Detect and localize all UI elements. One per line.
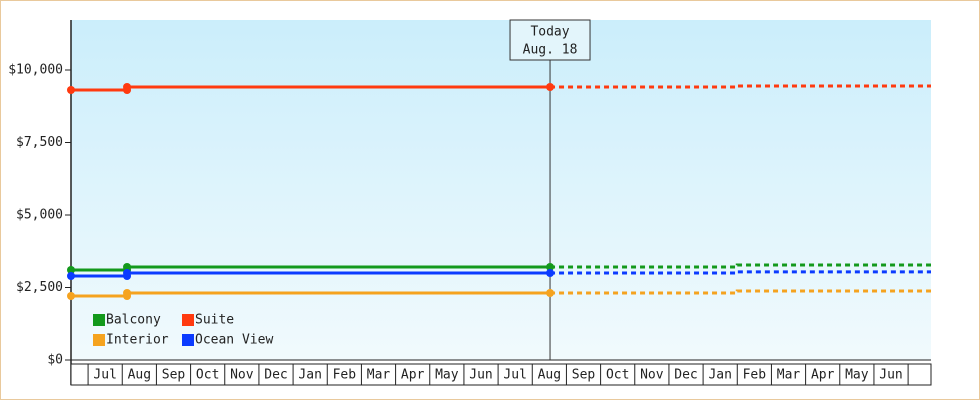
x-tick-label: Sep bbox=[162, 368, 186, 383]
y-tick-label: $10,000 bbox=[8, 62, 63, 77]
x-tick-label: Jan bbox=[298, 368, 321, 383]
x-tick-label: Jun bbox=[879, 368, 902, 383]
x-tick-label: Mar bbox=[777, 368, 801, 383]
x-tick-label: Nov bbox=[230, 368, 254, 383]
price-point bbox=[67, 291, 75, 300]
today-label: Aug. 18 bbox=[523, 43, 578, 58]
forecast-line bbox=[550, 270, 931, 275]
y-tick-label: $0 bbox=[47, 353, 63, 368]
grid-layer: $0 $2,500 $5,000 $7,500 $10,000 Jul Aug Sep Oct N… bbox=[8, 19, 932, 386]
legend-swatch bbox=[93, 314, 105, 326]
legend-label: Balcony bbox=[106, 313, 161, 328]
price-point bbox=[67, 86, 75, 95]
x-tick-label: Sep bbox=[572, 368, 596, 383]
x-tick-label: Jan bbox=[708, 368, 731, 383]
x-tick-label: May bbox=[435, 368, 459, 383]
price-point bbox=[67, 271, 75, 280]
price-point bbox=[546, 82, 555, 91]
x-tick-label: Apr bbox=[401, 368, 425, 383]
legend-swatch bbox=[182, 334, 194, 346]
price-point bbox=[123, 289, 132, 298]
x-tick-label: Jun bbox=[469, 368, 492, 383]
x-tick-label: Feb bbox=[743, 368, 767, 383]
x-tick-label: May bbox=[845, 368, 869, 383]
x-tick-label: Oct bbox=[196, 368, 219, 383]
plot-area bbox=[71, 20, 931, 360]
x-tick-label: Dec bbox=[264, 368, 287, 383]
price-point bbox=[123, 268, 132, 277]
price-point bbox=[123, 82, 132, 91]
month-strip bbox=[70, 363, 932, 386]
x-tick-label: Jul bbox=[93, 368, 116, 383]
x-tick-label: Aug bbox=[128, 368, 151, 383]
today-box bbox=[509, 19, 591, 61]
x-tick-label: Dec bbox=[674, 368, 697, 383]
price-point bbox=[123, 262, 132, 271]
x-tick-label: Feb bbox=[333, 368, 357, 383]
y-tick-label: $7,500 bbox=[16, 135, 63, 150]
today-label: Today bbox=[530, 25, 569, 40]
price-point bbox=[67, 266, 75, 275]
legend-label: Ocean View bbox=[195, 333, 273, 348]
x-tick-label: Nov bbox=[640, 368, 664, 383]
x-tick-label: Oct bbox=[606, 368, 629, 383]
legend: Balcony Suite Interior Ocean View bbox=[93, 313, 273, 348]
y-tick-label: $2,500 bbox=[16, 280, 63, 295]
legend-swatch bbox=[93, 334, 105, 346]
forecast-line bbox=[550, 84, 931, 89]
legend-swatch bbox=[182, 314, 194, 326]
price-point bbox=[546, 289, 555, 298]
price-point bbox=[546, 268, 555, 277]
forecast-line bbox=[550, 289, 931, 295]
legend-label: Suite bbox=[195, 313, 234, 328]
x-tick-label: Mar bbox=[367, 368, 391, 383]
x-tick-label: Apr bbox=[811, 368, 835, 383]
x-tick-label: Aug bbox=[538, 368, 561, 383]
lines-layer bbox=[67, 82, 931, 300]
legend-label: Interior bbox=[106, 333, 169, 348]
x-tick-label: Jul bbox=[503, 368, 526, 383]
forecast-line bbox=[550, 263, 931, 269]
price-point bbox=[546, 262, 555, 271]
y-tick-label: $5,000 bbox=[16, 207, 63, 222]
